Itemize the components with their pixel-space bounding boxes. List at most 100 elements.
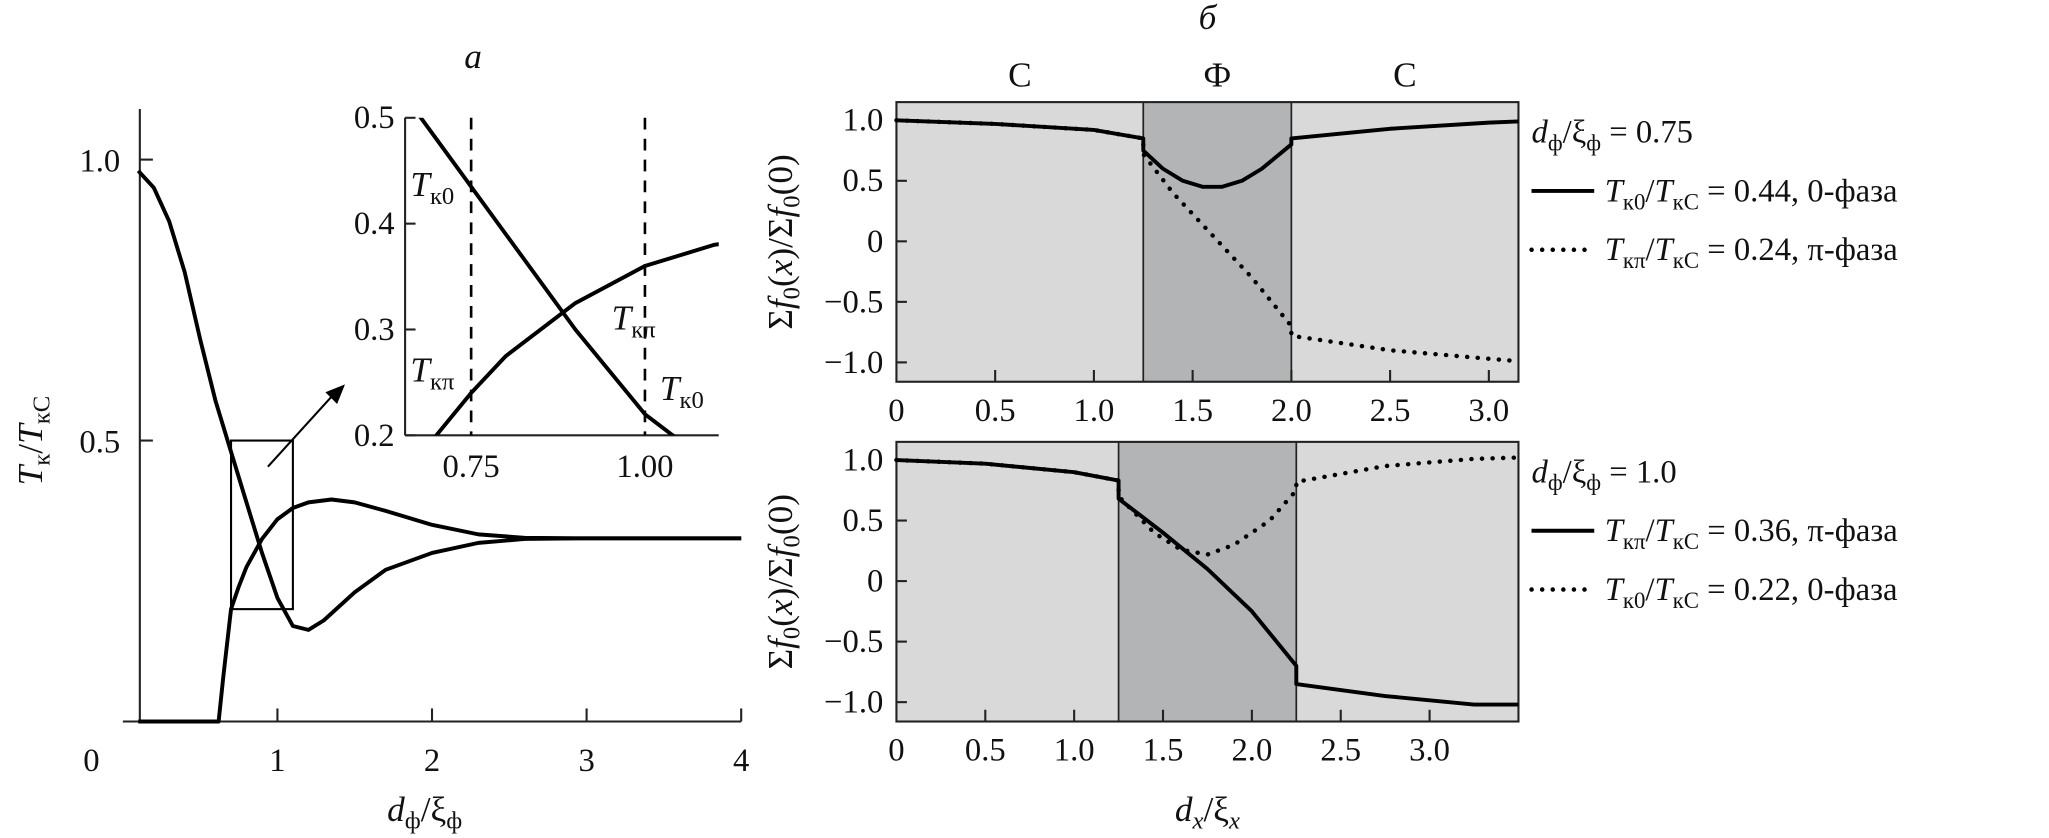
text-part: = 0.44, 0-фаза bbox=[1699, 173, 1898, 209]
text-part: T bbox=[660, 369, 682, 408]
text-part: T bbox=[1655, 513, 1676, 549]
x-tick-label: 3.0 bbox=[1468, 393, 1509, 429]
y-axis-label: Σf0(x)/Σf0(0) bbox=[761, 154, 806, 329]
text-part: к0 bbox=[680, 387, 704, 414]
text-part: ( bbox=[761, 275, 800, 287]
x-tick-label: 2.5 bbox=[1370, 393, 1411, 429]
legend-title: dф/ξф = 0.75 bbox=[1532, 115, 1694, 156]
text-part: кπ bbox=[1623, 529, 1646, 554]
region-label: С bbox=[1393, 55, 1417, 94]
text-part: 0 bbox=[779, 195, 806, 207]
y-tick-label: 1.0 bbox=[843, 442, 884, 478]
legend-label: Tк0/TкС = 0.44, 0-фаза bbox=[1605, 173, 1898, 214]
legend-title: dф/ξф = 1.0 bbox=[1532, 454, 1677, 495]
y-tick-label: 0.5 bbox=[843, 163, 884, 199]
region-s bbox=[1296, 441, 1519, 722]
text-part: 0 bbox=[779, 287, 806, 299]
y-tick-label: 0 bbox=[867, 224, 883, 260]
text-part: d bbox=[1532, 454, 1549, 490]
text-part: f bbox=[761, 203, 800, 217]
x-tick-label: 3 bbox=[578, 743, 594, 779]
y-axis-label: Tк/TкС bbox=[11, 396, 56, 486]
y-tick-label: 0 bbox=[867, 564, 883, 600]
text-part: ф bbox=[446, 808, 462, 835]
x-tick-label: 1.5 bbox=[1143, 733, 1184, 769]
text-part: ф bbox=[405, 808, 421, 835]
text-part: / bbox=[1646, 232, 1656, 268]
text-part: T bbox=[1605, 572, 1626, 608]
text-part: = 1.0 bbox=[1601, 454, 1677, 490]
x-tick-label: 0.75 bbox=[443, 449, 500, 485]
text-part: кπ bbox=[631, 316, 656, 343]
text-part: / bbox=[1645, 572, 1655, 608]
text-part: (0) bbox=[761, 494, 800, 535]
legend-label: Tкπ/TкС = 0.36, π-фаза bbox=[1605, 513, 1899, 554]
series-dotted bbox=[894, 455, 1521, 557]
text-part: / bbox=[1645, 173, 1655, 209]
y-tick-label: −0.5 bbox=[824, 284, 883, 320]
text-part: x bbox=[761, 599, 800, 616]
series-Tк0 bbox=[136, 169, 742, 632]
x-tick-label: 3.0 bbox=[1409, 733, 1450, 769]
text-part: кС bbox=[29, 396, 56, 424]
text-part: x bbox=[761, 259, 800, 276]
y-tick-label: 1.0 bbox=[843, 103, 884, 139]
y-tick-label: 0.4 bbox=[354, 206, 395, 242]
y-tick-label: 0.5 bbox=[354, 100, 395, 136]
text-part: ξ bbox=[431, 790, 447, 829]
text-part: /ξ bbox=[1563, 454, 1587, 490]
text-part: ф bbox=[1548, 470, 1563, 495]
text-part: Σ bbox=[761, 649, 800, 670]
text-part: T bbox=[410, 351, 432, 390]
x-tick-label: 1.0 bbox=[1073, 393, 1114, 429]
text-part: к0 bbox=[1623, 588, 1646, 613]
text-part: T bbox=[1605, 173, 1626, 209]
x-axis-label: dx/ξx bbox=[1175, 790, 1240, 835]
legend-label: Tк0/TкС = 0.22, 0-фаза bbox=[1605, 572, 1898, 613]
y-tick-label: −1.0 bbox=[824, 345, 883, 381]
region-s bbox=[1291, 102, 1519, 382]
text-part: x bbox=[1192, 808, 1204, 835]
panel-label-b: б bbox=[1199, 0, 1218, 37]
region-f bbox=[1118, 441, 1297, 722]
panel-label-a: а bbox=[464, 37, 482, 76]
x-tick-label: 2.0 bbox=[1231, 733, 1272, 769]
text-part: = 0.22, 0-фаза bbox=[1699, 572, 1898, 608]
text-part: T bbox=[1654, 572, 1675, 608]
region-f bbox=[1143, 102, 1292, 382]
text-part: кπ bbox=[430, 369, 455, 396]
series-Tкπ bbox=[138, 497, 742, 724]
bottom-right-chart: 1.00.50−0.5−1.00 0.5 1.0 1.5 2.0 2.5 3.0Σf0(x)… bbox=[761, 440, 1899, 835]
y-tick-label: 0.2 bbox=[354, 418, 395, 454]
text-part: )/Σ bbox=[761, 217, 800, 259]
text-part: T bbox=[11, 463, 50, 485]
x-tick-label: 1.0 bbox=[1054, 733, 1095, 769]
legend-label: Tкπ/TкС = 0.24, π-фаза bbox=[1605, 232, 1899, 273]
text-part: d bbox=[1532, 115, 1549, 151]
x-tick-label: 2.0 bbox=[1271, 393, 1312, 429]
top-right-chart: С Ф С1.00.50−0.5−1.00 0.5 1.0 1.5 2.0 2.5 3.0Σf0… bbox=[761, 0, 1898, 429]
text-part: T bbox=[1654, 173, 1675, 209]
text-part: x bbox=[1228, 808, 1240, 835]
text-part: к bbox=[29, 453, 56, 466]
x-tick-label: 1.5 bbox=[1172, 393, 1213, 429]
region-s bbox=[896, 102, 1144, 382]
text-part: кС bbox=[1673, 588, 1699, 613]
text-part: кπ bbox=[1623, 248, 1646, 273]
text-part: f bbox=[761, 295, 800, 309]
x-tick-label: 1.00 bbox=[616, 449, 673, 485]
curve-annotation: Tкπ bbox=[612, 298, 657, 343]
text-part: )/Σ bbox=[761, 557, 800, 599]
text-part: = 0.36, π-фаза bbox=[1699, 513, 1898, 549]
y-tick-label: −1.0 bbox=[824, 685, 883, 721]
region-label: С bbox=[1008, 55, 1032, 94]
text-part: /ξ bbox=[1204, 790, 1230, 829]
text-part: = 0.75 bbox=[1601, 115, 1693, 151]
y-tick-label: 0.3 bbox=[354, 312, 395, 348]
text-part: T bbox=[1605, 513, 1626, 549]
text-part: ф bbox=[1586, 470, 1601, 495]
text-part: 0 bbox=[779, 627, 806, 639]
text-part: ф bbox=[1548, 130, 1563, 155]
